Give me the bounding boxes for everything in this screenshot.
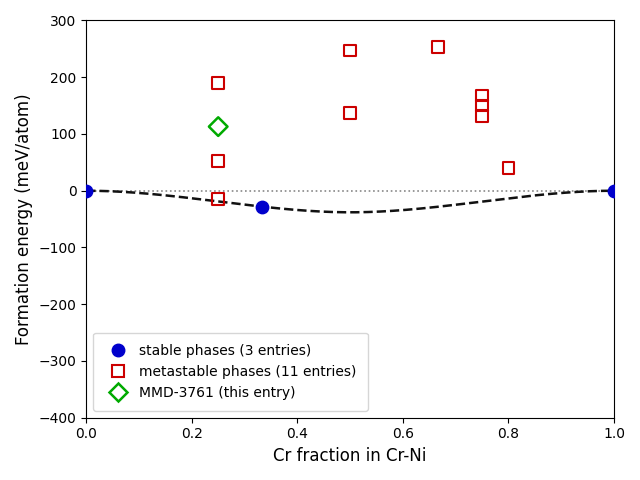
Y-axis label: Formation energy (meV/atom): Formation energy (meV/atom) [15,93,33,345]
Point [433,43,444,51]
Point [477,112,487,120]
Point [345,109,355,117]
Point [213,157,223,165]
Point [257,203,267,210]
Point [213,79,223,87]
Point [503,164,513,172]
Legend: stable phases (3 entries), metastable phases (11 entries), MMD-3761 (this entry): stable phases (3 entries), metastable ph… [93,333,367,411]
Point [213,195,223,203]
Point [477,92,487,99]
X-axis label: Cr fraction in Cr-Ni: Cr fraction in Cr-Ni [273,447,427,465]
Point [213,123,223,131]
Point [609,187,619,194]
Point [477,102,487,109]
Point [345,47,355,54]
Point [81,187,92,194]
